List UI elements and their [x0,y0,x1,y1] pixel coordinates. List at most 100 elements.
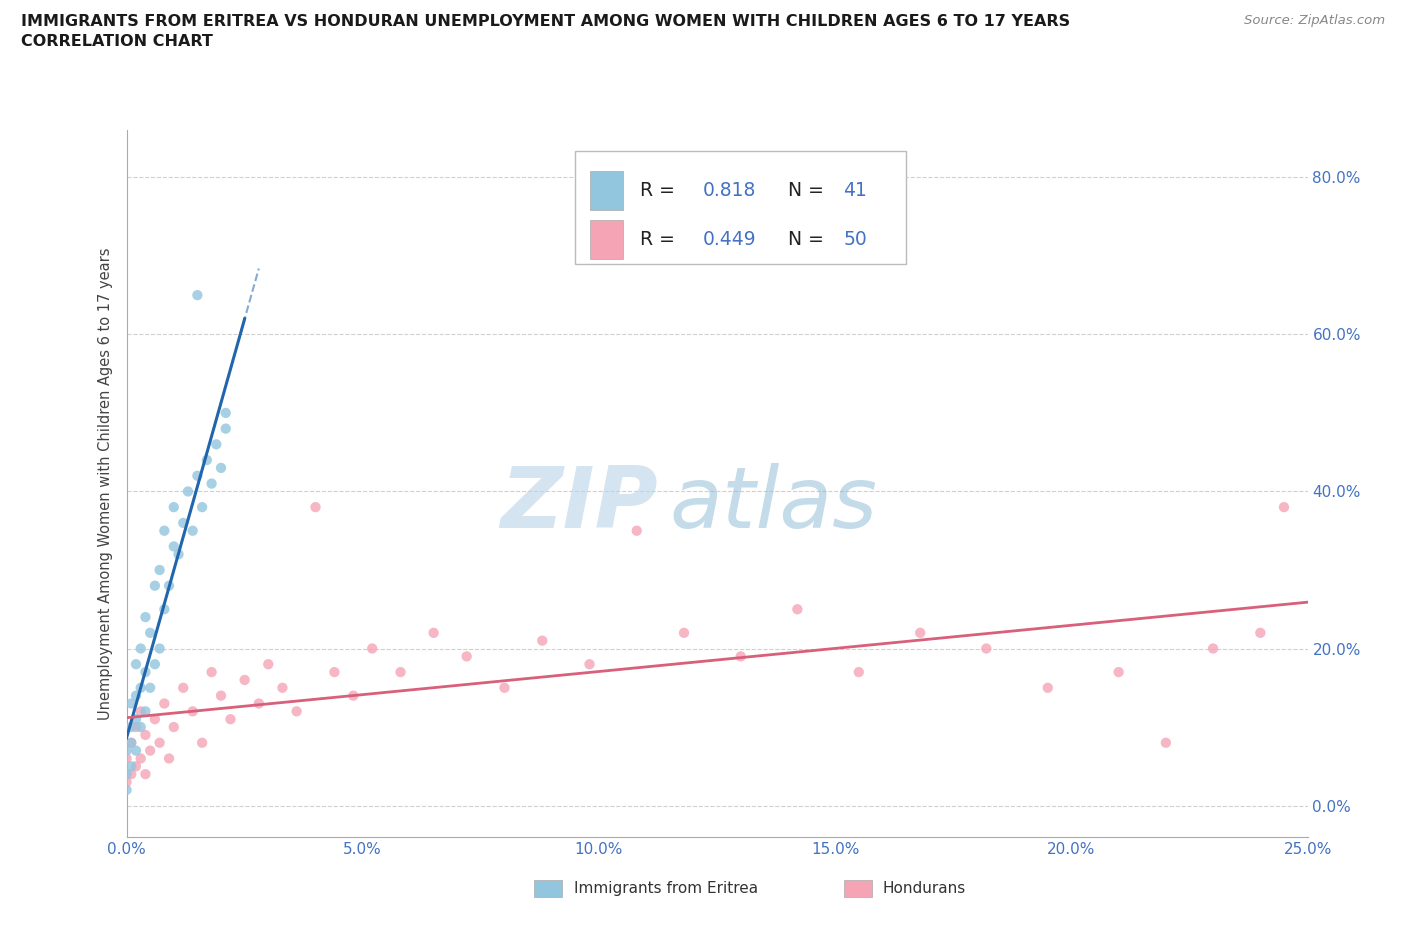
Point [134,766,156,781]
Point [129,720,152,735]
FancyBboxPatch shape [589,220,623,259]
Point [129,751,152,766]
Point [195,453,218,468]
Point [149,641,172,656]
Text: CORRELATION CHART: CORRELATION CHART [21,34,212,49]
Point [129,641,152,656]
Point [125,759,148,774]
Point [167,547,190,562]
Point [1036,681,1059,696]
Point [120,736,142,751]
Text: R =: R = [640,180,681,200]
Text: Immigrants from Eritrea: Immigrants from Eritrea [574,881,758,896]
Point [143,711,166,726]
Point [181,524,204,538]
Point [186,469,208,484]
Point [304,499,326,514]
Point [422,625,444,640]
Point [129,681,152,696]
Point [494,681,516,696]
Point [219,711,242,726]
Point [163,720,186,735]
Point [1154,736,1177,751]
Point [215,421,238,436]
Point [908,625,931,640]
Point [153,696,176,711]
Point [200,476,222,491]
Point [200,665,222,680]
Text: ZIP: ZIP [501,463,658,546]
Point [115,775,138,790]
Point [285,704,308,719]
Point [163,539,186,554]
Point [626,524,648,538]
Point [149,563,172,578]
Text: 41: 41 [844,180,868,200]
Point [115,766,138,781]
Point [342,688,364,703]
Point [271,681,294,696]
Point [209,688,232,703]
Text: 0.818: 0.818 [703,180,756,200]
Point [257,657,280,671]
Point [186,287,208,302]
Point [730,649,752,664]
Point [115,751,138,766]
Point [134,665,156,680]
Point [153,524,176,538]
Point [848,665,870,680]
Point [120,759,142,774]
Point [1272,499,1295,514]
Point [177,484,200,498]
Text: 0.449: 0.449 [703,231,756,249]
Point [134,610,156,625]
Point [125,743,148,758]
Point [139,625,162,640]
Text: Source: ZipAtlas.com: Source: ZipAtlas.com [1244,14,1385,27]
Point [233,672,256,687]
Text: R =: R = [640,231,681,249]
Point [120,696,142,711]
Point [672,625,695,640]
Text: 50: 50 [844,231,868,249]
Point [139,743,162,758]
Point [191,499,214,514]
Point [976,641,998,656]
Y-axis label: Unemployment Among Women with Children Ages 6 to 17 years: Unemployment Among Women with Children A… [98,247,114,720]
Point [323,665,346,680]
Point [172,515,194,530]
Text: N =: N = [776,180,830,200]
Point [125,711,148,726]
Point [456,649,478,664]
Point [205,437,228,452]
Point [163,499,186,514]
Point [115,743,138,758]
Point [125,657,148,671]
Point [139,681,162,696]
Point [143,657,166,671]
Point [153,602,176,617]
FancyBboxPatch shape [575,152,905,264]
Point [1249,625,1271,640]
Text: atlas: atlas [669,463,877,546]
Point [115,782,138,797]
Point [125,720,148,735]
Point [157,578,180,593]
Point [143,578,166,593]
Point [134,704,156,719]
Text: N =: N = [776,231,830,249]
Text: IMMIGRANTS FROM ERITREA VS HONDURAN UNEMPLOYMENT AMONG WOMEN WITH CHILDREN AGES : IMMIGRANTS FROM ERITREA VS HONDURAN UNEM… [21,14,1070,29]
Point [215,405,238,420]
Point [157,751,180,766]
Point [247,696,270,711]
Point [1202,641,1225,656]
Point [120,766,142,781]
Point [361,641,384,656]
Point [531,633,554,648]
Point [149,736,172,751]
Point [786,602,808,617]
Point [1108,665,1130,680]
Text: Hondurans: Hondurans [883,881,966,896]
Point [129,704,152,719]
FancyBboxPatch shape [589,171,623,210]
